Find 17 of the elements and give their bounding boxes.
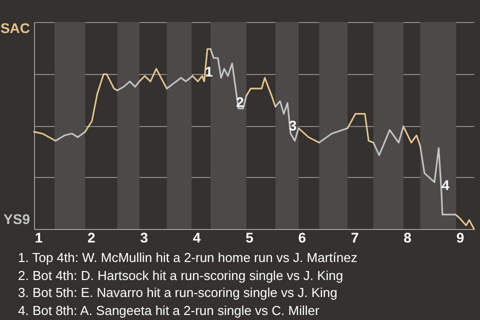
annotation: 1 (205, 63, 214, 80)
x-tick-label: 5 (246, 230, 254, 246)
text: 1. Top 4th: W. McMullin hit a 2-run home run vs J. Martínez (18, 249, 358, 266)
x-tick-label: 8 (404, 230, 412, 246)
x-tick-label: 4 (192, 230, 201, 246)
text: 4. Bot 8th: A. Sangeeta hit a 2-run single vs C. Miller (18, 302, 320, 319)
x-tick-label: 9 (456, 230, 464, 246)
text: SAC (0, 20, 30, 36)
x-tick-label: 6 (298, 230, 306, 246)
x-tick-label: 2 (88, 230, 96, 246)
x-tick-label: 7 (350, 230, 359, 246)
text: 3. Bot 5th: E. Navarro hit a run-scoring single vs J. King (18, 284, 338, 302)
x-tick-label: 1 (34, 230, 43, 246)
text: 2. Bot 4th: D. Hartsock hit a run-scoring single vs J. King (18, 266, 344, 284)
text: YS9 (4, 211, 30, 227)
annotation: 4 (442, 176, 450, 193)
x-tick-label: 3 (140, 230, 148, 246)
